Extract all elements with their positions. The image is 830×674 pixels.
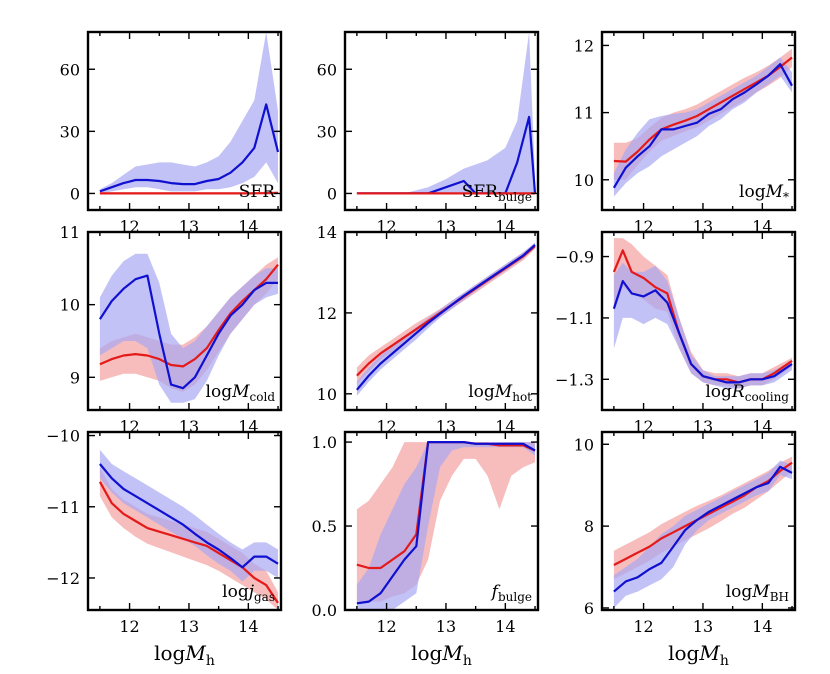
rcooling-ytick-label: −1.3 [555, 370, 594, 389]
mstar-axes-frame [600, 30, 797, 212]
mcold-ytick-label: 11 [60, 223, 80, 242]
mstar-ytick-label: 11 [574, 104, 594, 123]
fbulge-axes-frame [343, 430, 540, 612]
mstar-ytick-label: 12 [574, 36, 594, 55]
sfr_bulge-ytick-label: 0 [327, 184, 337, 203]
sfr-band-blue [99, 32, 279, 194]
mcold-ytick-label: 10 [60, 296, 80, 315]
mbh-xtick-label: 14 [752, 617, 772, 636]
mbh-xtick-label: 12 [633, 617, 653, 636]
fbulge-ytick-label: 0.5 [312, 517, 337, 536]
sfr-ytick-label: 30 [60, 122, 80, 141]
mcold-band-red [99, 257, 279, 392]
x-axis-label: logMh [411, 641, 472, 669]
mbh-ytick-label: 6 [584, 599, 594, 618]
mcold-panel-label: logMcold [206, 382, 276, 404]
jgas-ytick-label: −11 [46, 498, 80, 517]
mbh-ytick-label: 10 [574, 435, 594, 454]
rcooling-ytick-label: −1.1 [555, 309, 594, 328]
mbh-band-blue [613, 460, 792, 608]
jgas-xtick-label: 13 [179, 617, 199, 636]
mhot-line-blue [356, 244, 536, 391]
mcold-axes-frame [86, 230, 283, 412]
x-axis-label: logMh [154, 641, 215, 669]
rcooling-panel-label: logRcooling [705, 382, 789, 404]
mhot-ytick-label: 12 [317, 304, 337, 323]
fbulge-ytick-label: 1.0 [312, 433, 337, 452]
mcold-band-blue [99, 253, 279, 403]
fbulge-xtick-label: 13 [436, 617, 456, 636]
rcooling-band-blue [613, 262, 792, 389]
sfr-line-blue [99, 103, 280, 193]
jgas-line-blue [99, 463, 279, 569]
panel-mbh: 12 13 14 6 8 10 logMBH [574, 430, 797, 636]
sfr-ytick-label: 60 [60, 60, 80, 79]
jgas-ytick-label: −12 [46, 569, 80, 588]
mcold-line-blue [98, 274, 278, 390]
mhot-band-blue [356, 242, 535, 396]
fbulge-xtick-label: 12 [376, 617, 396, 636]
sfr_bulge-ytick-label: 30 [317, 122, 337, 141]
fbulge-ytick-label: 0.0 [312, 601, 337, 620]
sfr_bulge-ytick-label: 60 [317, 60, 337, 79]
rcooling-ytick-label: −0.9 [555, 248, 594, 267]
sfr-ytick-label: 0 [70, 184, 80, 203]
jgas-line-red [98, 481, 279, 604]
jgas-ytick-label: −10 [46, 427, 80, 446]
fbulge-xtick-label: 14 [495, 617, 515, 636]
sfr_bulge-band-blue [356, 32, 535, 194]
jgas-axes-frame [86, 430, 283, 612]
mbh-ytick-label: 8 [584, 517, 594, 536]
mhot-ytick-label: 14 [317, 223, 337, 242]
fbulge-line-blue [356, 441, 536, 605]
panel-jgas: 12 13 14 −10 −11 −12 logjgas [46, 427, 283, 636]
mhot-panel-label: logMhot [468, 382, 532, 404]
fbulge-panel-label: fbulge [490, 582, 532, 604]
sfr_bulge-axes-frame [343, 30, 540, 212]
sfr-axes-frame [86, 30, 283, 212]
fbulge-band-blue [356, 442, 535, 610]
x-axis-label: logMh [668, 641, 729, 669]
mbh-panel-label: logMBH [726, 582, 789, 604]
mstar-line-blue [612, 63, 793, 189]
rcooling-line-blue [612, 280, 793, 384]
mbh-line-blue [613, 465, 793, 593]
mbh-axes-frame [600, 430, 797, 612]
mbh-xtick-label: 13 [693, 617, 713, 636]
jgas-band-blue [99, 449, 279, 582]
panel-fbulge: 12 13 14 0.0 0.5 1.0 fbulge [312, 430, 540, 636]
mhot-ytick-label: 10 [317, 385, 337, 404]
mcold-line-red [99, 264, 279, 368]
mstar-band-blue [613, 57, 792, 197]
sfr_bulge-panel-label: SFRbulge [462, 182, 532, 204]
jgas-xtick-label: 12 [119, 617, 139, 636]
jgas-xtick-label: 14 [238, 617, 258, 636]
mcold-ytick-label: 9 [70, 368, 80, 387]
jgas-panel-label: logjgas [222, 582, 275, 604]
rcooling-axes-frame [600, 230, 797, 412]
sfr-panel-label: SFR [239, 182, 276, 202]
mhot-axes-frame [343, 230, 540, 412]
mstar-panel-label: logM* [739, 182, 789, 204]
mstar-ytick-label: 10 [574, 171, 594, 190]
